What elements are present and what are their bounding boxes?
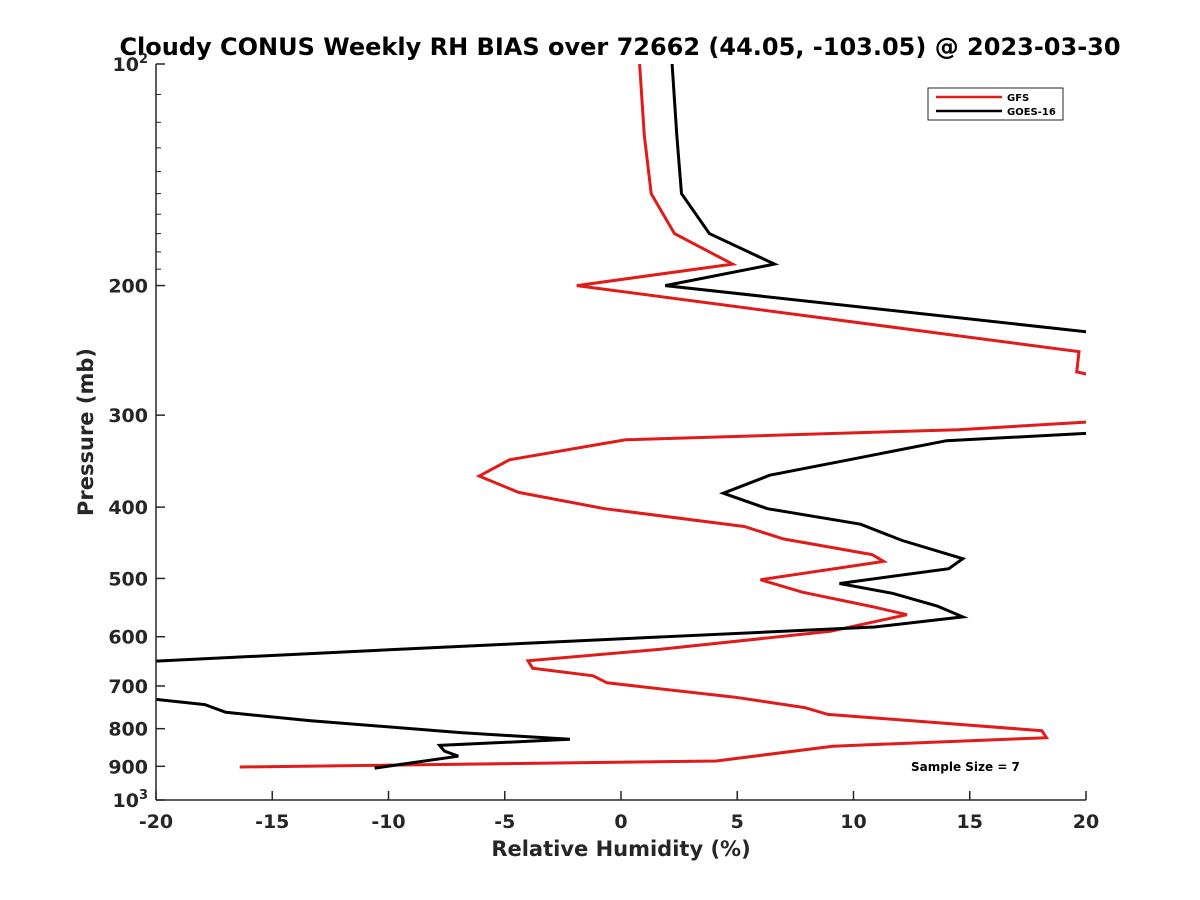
x-tick-label: 5 xyxy=(731,811,744,833)
x-tick-label: 20 xyxy=(1073,811,1099,833)
x-axis-label: Relative Humidity (%) xyxy=(491,837,750,861)
y-tick-label: 400 xyxy=(108,497,148,519)
x-tick-label: -15 xyxy=(255,811,289,833)
x-tick-label: 15 xyxy=(957,811,983,833)
x-tick-label: -5 xyxy=(494,811,515,833)
legend-label-goes16: GOES-16 xyxy=(1007,107,1056,118)
y-tick-label: 500 xyxy=(108,568,148,590)
y-tick-label: 300 xyxy=(108,405,148,427)
sample-size-annotation: Sample Size = 7 xyxy=(911,760,1020,774)
x-tick-label: 0 xyxy=(614,811,627,833)
y-tick-label: 700 xyxy=(108,676,148,698)
y-tick-label: 600 xyxy=(108,627,148,649)
legend-box xyxy=(927,87,1064,121)
series-line-goes16 xyxy=(156,64,1086,770)
y-tick-label: 900 xyxy=(108,756,148,778)
x-tick-label: -20 xyxy=(139,811,173,833)
y-ticks: 102 200 300 400 500 600 700 800 900 103 xyxy=(108,52,165,812)
legend: GFS GOES-16 xyxy=(927,87,1064,121)
y-tick-label: 102 xyxy=(113,52,149,76)
x-tick-label: 10 xyxy=(840,811,866,833)
y-axis-label: Pressure (mb) xyxy=(74,348,98,516)
plot-area-frame xyxy=(156,64,1086,800)
legend-label-gfs: GFS xyxy=(1007,93,1029,104)
series-layer xyxy=(156,64,1086,770)
y-tick-label: 103 xyxy=(113,788,149,812)
y-tick-label: 800 xyxy=(108,719,148,741)
x-ticks: -20 -15 -10 -5 0 5 10 15 20 xyxy=(139,791,1099,833)
chart-title: Cloudy CONUS Weekly RH BIAS over 72662 (… xyxy=(119,33,1120,61)
x-tick-label: -10 xyxy=(371,811,405,833)
series-line-gfs xyxy=(239,64,1086,769)
y-tick-label: 200 xyxy=(108,276,148,298)
